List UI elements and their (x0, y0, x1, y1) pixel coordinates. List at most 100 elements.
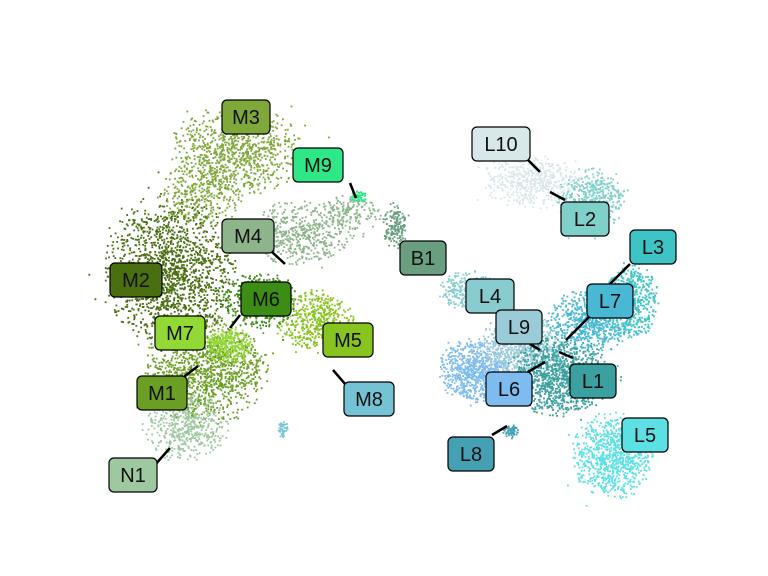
point (197, 292, 200, 294)
point (202, 215, 205, 218)
point (312, 227, 314, 229)
point (127, 310, 130, 312)
point (138, 257, 140, 260)
point (235, 151, 237, 154)
point (206, 352, 209, 355)
point (199, 375, 202, 378)
point (197, 259, 200, 262)
point (166, 303, 169, 306)
point (206, 374, 209, 376)
point (142, 253, 145, 256)
point (205, 327, 207, 330)
point (177, 448, 180, 450)
point (279, 144, 282, 147)
point (286, 221, 288, 223)
point (256, 163, 259, 165)
point (169, 410, 172, 412)
point (276, 228, 279, 230)
point (328, 136, 330, 139)
point (177, 444, 180, 447)
point (246, 148, 248, 151)
point (193, 390, 196, 393)
point (169, 286, 172, 289)
point (188, 139, 191, 142)
point (238, 190, 241, 193)
point (255, 156, 258, 159)
point (271, 174, 273, 177)
point (151, 299, 154, 302)
point (174, 211, 176, 214)
point (173, 204, 176, 206)
point (173, 416, 176, 419)
point (240, 157, 243, 160)
point (189, 416, 191, 419)
point (276, 122, 279, 125)
point (186, 156, 188, 159)
point (293, 134, 296, 137)
point (112, 241, 115, 243)
point (146, 230, 149, 233)
point (169, 295, 172, 298)
point (183, 368, 186, 371)
point (205, 407, 207, 410)
point (192, 310, 194, 313)
point (202, 158, 205, 161)
point (233, 202, 236, 205)
point (163, 359, 166, 362)
point (316, 251, 319, 254)
point (194, 423, 197, 426)
point (206, 147, 208, 150)
point (177, 446, 180, 448)
point (208, 181, 211, 184)
point (172, 302, 175, 304)
point (304, 231, 307, 233)
point (269, 159, 271, 161)
point (211, 372, 214, 375)
point (220, 281, 223, 283)
point (165, 229, 167, 232)
point (187, 221, 190, 223)
point (218, 260, 221, 263)
point (216, 116, 219, 118)
point (188, 432, 190, 435)
point (304, 124, 306, 127)
point (267, 364, 269, 367)
point (259, 359, 262, 362)
point (176, 141, 178, 144)
point (159, 441, 162, 443)
point (293, 209, 295, 212)
point (164, 256, 167, 259)
point (224, 214, 227, 217)
point (140, 237, 142, 239)
point (288, 263, 291, 265)
point (186, 264, 188, 267)
point (310, 214, 313, 216)
point (209, 141, 212, 144)
point (166, 299, 169, 302)
point (184, 140, 187, 142)
point (276, 212, 279, 215)
point (176, 202, 179, 205)
point (219, 388, 222, 390)
point (308, 258, 311, 261)
point (243, 160, 246, 162)
point (284, 135, 286, 138)
point (142, 230, 145, 232)
point (231, 283, 234, 286)
point (282, 233, 285, 236)
point (177, 415, 179, 418)
point (220, 382, 223, 385)
point (228, 199, 231, 202)
point (309, 226, 311, 229)
point (184, 270, 186, 273)
point (188, 369, 191, 371)
point (197, 395, 200, 398)
point (230, 372, 233, 374)
point (145, 298, 147, 301)
point (178, 355, 181, 358)
point (209, 359, 212, 362)
point (224, 154, 226, 156)
point (323, 205, 325, 208)
point (148, 332, 151, 335)
point (203, 198, 206, 201)
